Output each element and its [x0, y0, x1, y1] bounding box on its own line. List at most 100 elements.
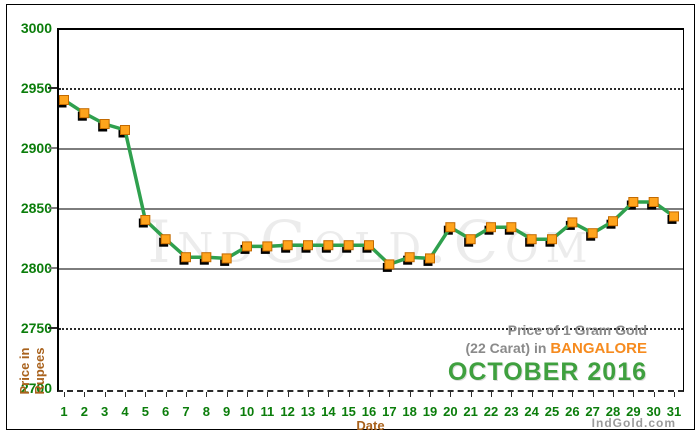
x-tick-label: 1 [60, 404, 68, 419]
data-point-marker-day-5 [140, 215, 151, 225]
data-point-marker-day-2 [79, 108, 90, 119]
x-tick-label: 31 [666, 404, 682, 419]
x-axis-tick-labels: 1 2 3 4 5 6 7 8 9 10 11 12 13 14 15 16 17 18 19 20 21 22 23 24 2… [0, 404, 700, 420]
y-tick-label: 2800 [20, 260, 52, 276]
x-axis-tick [348, 392, 350, 397]
x-axis-title: Date [356, 418, 385, 433]
x-tick-label: 30 [646, 404, 661, 419]
x-tick-label: 9 [223, 404, 231, 419]
x-tick-label: 25 [544, 404, 560, 419]
y-axis-tick [48, 327, 57, 329]
data-point-marker-day-24 [526, 234, 537, 245]
data-point-marker-day-30 [648, 197, 659, 207]
city-label: BANGALORE [550, 340, 647, 357]
x-tick-label: 8 [202, 404, 210, 419]
data-point-marker-day-9 [221, 253, 232, 264]
x-tick-label: 11 [260, 404, 275, 419]
y-tick-label: 3000 [20, 20, 52, 36]
x-axis-tick [430, 392, 431, 397]
data-point-marker-day-7 [181, 252, 191, 263]
y-axis-title-line1: Price in [17, 347, 32, 395]
x-tick-label: 13 [300, 404, 316, 419]
data-point-marker-day-19 [425, 253, 435, 264]
y-tick-label: 2750 [20, 320, 52, 336]
x-tick-label: 18 [402, 404, 417, 419]
price-line-series [59, 95, 679, 272]
x-axis-tick [84, 392, 86, 397]
x-tick-label: 26 [565, 404, 580, 419]
x-tick-label: 19 [422, 404, 438, 419]
x-tick-label: 27 [585, 404, 600, 419]
x-tick-label: 24 [524, 404, 539, 419]
data-point-marker-day-22 [486, 222, 496, 233]
x-tick-label: 10 [239, 404, 255, 419]
x-axis-tick [165, 392, 167, 397]
gridline-2750 [59, 328, 683, 330]
x-axis-tick [653, 392, 655, 397]
x-tick-label: 12 [280, 404, 295, 419]
x-tick-label: 6 [162, 404, 170, 419]
x-axis-tick [287, 392, 289, 397]
gridline-2850 [59, 208, 683, 210]
x-axis-tick [470, 392, 472, 397]
x-axis-tick [409, 392, 411, 397]
data-point-marker-day-6 [160, 234, 171, 245]
data-point-marker-day-18 [404, 252, 415, 263]
x-axis-tick [369, 392, 370, 397]
plot-area: IndGold.Com Price of 1 Gram Gold (22 Car… [57, 28, 684, 392]
y-axis-title: Price in Rupees [17, 334, 47, 408]
x-axis-tick [145, 392, 147, 397]
x-axis-tick [572, 392, 574, 397]
x-tick-label: 15 [341, 404, 356, 419]
x-tick-label: 20 [443, 404, 458, 419]
x-axis-tick [308, 392, 309, 397]
data-point-marker-day-20 [445, 222, 456, 233]
y-tick-label: 2900 [20, 140, 52, 156]
x-axis-tick [247, 392, 248, 397]
x-tick-label: 7 [182, 404, 190, 419]
x-axis-tick [531, 392, 533, 397]
data-point-marker-day-8 [201, 252, 212, 263]
x-tick-label: 22 [483, 404, 499, 419]
x-axis-tick [64, 392, 65, 397]
data-point-marker-day-25 [547, 234, 557, 245]
data-point-marker-day-17 [384, 259, 395, 270]
x-axis-tick [592, 392, 594, 397]
data-point-marker-day-12 [282, 240, 293, 251]
x-tick-label: 3 [101, 404, 109, 419]
data-point-marker-day-26 [567, 217, 578, 228]
x-axis-tick [226, 392, 228, 397]
x-axis-tick [104, 392, 106, 397]
x-axis-tick [186, 392, 187, 397]
y-tick-label: 2700 [20, 380, 52, 396]
note-line2-prefix: (22 Carat) in [465, 340, 551, 356]
x-axis-tick [613, 392, 614, 397]
data-point-marker-day-3 [99, 119, 110, 129]
note-line2: (22 Carat) in BANGALORE [448, 339, 647, 358]
y-axis-tick [48, 267, 57, 269]
x-axis-tick [267, 392, 269, 397]
data-point-marker-day-14 [323, 240, 334, 251]
y-tick-label: 2950 [20, 80, 52, 96]
price-polyline [63, 98, 676, 267]
data-point-marker-day-23 [506, 222, 517, 233]
y-axis-tick [48, 147, 57, 149]
x-tick-label: 2 [80, 404, 88, 419]
gridline-2800 [59, 268, 683, 270]
x-axis-tick [206, 392, 208, 397]
period-label: OCTOBER 2016 [447, 358, 647, 386]
gridline-2950 [59, 88, 683, 90]
x-axis-tick [328, 392, 330, 397]
x-tick-label: 23 [504, 404, 519, 419]
chart-note: Price of 1 Gram Gold (22 Carat) in BANGA… [448, 321, 647, 386]
data-point-marker-day-16 [364, 240, 374, 251]
x-tick-label: 17 [382, 404, 397, 419]
y-tick-label: 2850 [20, 200, 52, 216]
x-axis-tick [491, 392, 492, 397]
y-axis-tick [48, 87, 57, 89]
data-point-marker-day-11 [262, 241, 273, 252]
x-tick-label: 5 [141, 404, 149, 419]
data-point-marker-day-31 [669, 211, 679, 222]
x-axis-tick [450, 392, 452, 397]
x-tick-label: 14 [321, 404, 336, 419]
